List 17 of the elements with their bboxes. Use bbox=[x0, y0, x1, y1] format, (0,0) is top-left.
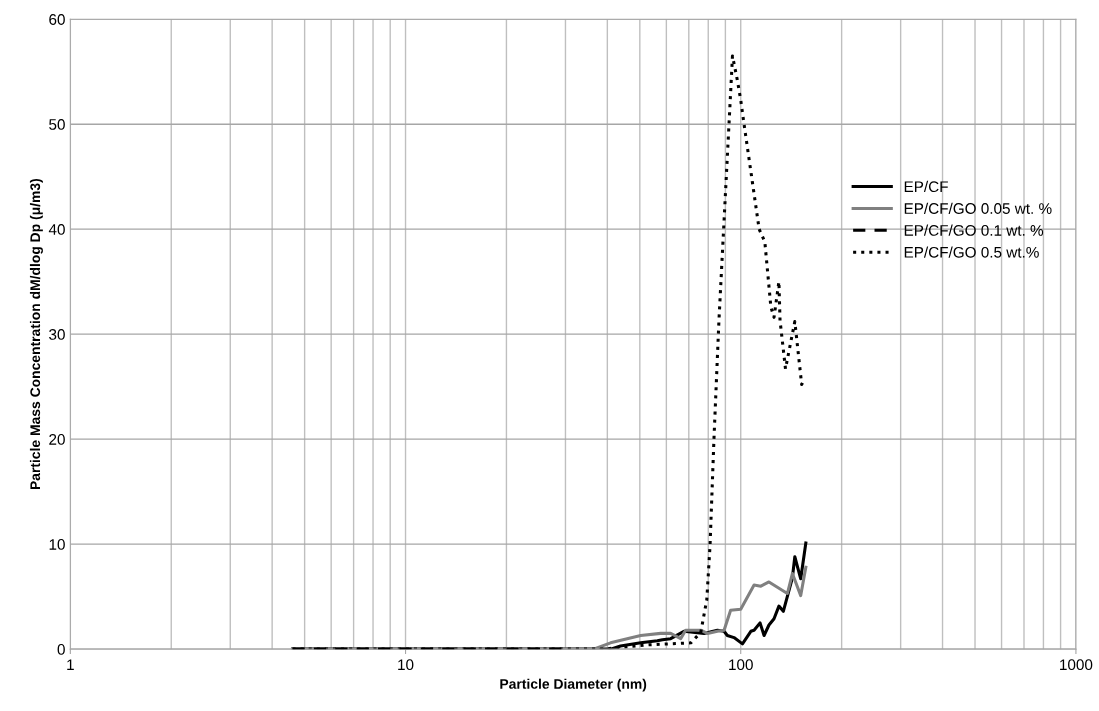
x-tick-label: 1 bbox=[67, 659, 74, 670]
y-tick-label: 40 bbox=[48, 224, 65, 235]
y-tick-label: 10 bbox=[49, 539, 65, 550]
x-tick-label: 10 bbox=[398, 659, 414, 671]
x-tick-label: 1000 bbox=[1060, 659, 1093, 671]
x-axis-title: Particle Diameter (nm) bbox=[500, 678, 647, 692]
legend-label: EP/CF/GO 0.5 wt.% bbox=[904, 246, 1039, 258]
y-tick-label: 20 bbox=[49, 434, 65, 445]
y-tick-label: 0 bbox=[57, 644, 65, 655]
y-tick-label: 50 bbox=[49, 119, 65, 130]
y-axis-title: Particle Mass Concentration dM/dlog Dp (μ/m3) bbox=[29, 178, 43, 490]
legend-label: EP/CF bbox=[904, 180, 948, 193]
legend-label: EP/CF/GO 0.1 wt. % bbox=[904, 224, 1044, 236]
y-tick-label: 60 bbox=[49, 14, 65, 25]
x-tick-label: 100 bbox=[729, 659, 753, 671]
legend-label: EP/CF/GO 0.05 wt. % bbox=[904, 202, 1052, 214]
y-tick-label: 30 bbox=[49, 329, 65, 340]
